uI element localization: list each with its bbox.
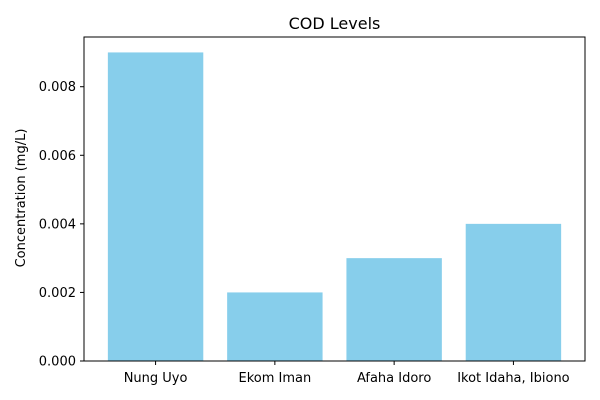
- y-tick-label: 0.008: [39, 80, 76, 95]
- x-tick-label: Ekom Iman: [238, 371, 311, 386]
- y-axis-ticks: 0.000 0.002 0.004 0.006 0.008: [39, 80, 84, 370]
- bars-group: [107, 52, 562, 362]
- x-axis-ticks: Nung Uyo Ekom Iman Afaha Idoro Ikot Idaha, …: [124, 361, 570, 386]
- x-tick-label: Ikot Idaha, Ibiono: [457, 371, 569, 386]
- y-tick-label: 0.004: [39, 217, 76, 232]
- chart-title: COD Levels: [289, 14, 381, 33]
- bar-nung-uyo: [107, 52, 204, 362]
- y-axis-label: Concentration (mg/L): [14, 129, 29, 268]
- bar-ekom-iman: [227, 292, 323, 361]
- x-tick-label: Afaha Idoro: [357, 371, 431, 386]
- bar-afaha-idoro: [346, 258, 442, 361]
- plot-frame: [83, 36, 586, 362]
- x-tick-label: Nung Uyo: [124, 371, 188, 386]
- bar-ikot-idaha-ibiono: [465, 223, 562, 361]
- y-tick-label: 0.002: [39, 286, 76, 301]
- y-tick-label: 0.006: [39, 149, 76, 164]
- y-tick-label: 0.000: [39, 355, 76, 370]
